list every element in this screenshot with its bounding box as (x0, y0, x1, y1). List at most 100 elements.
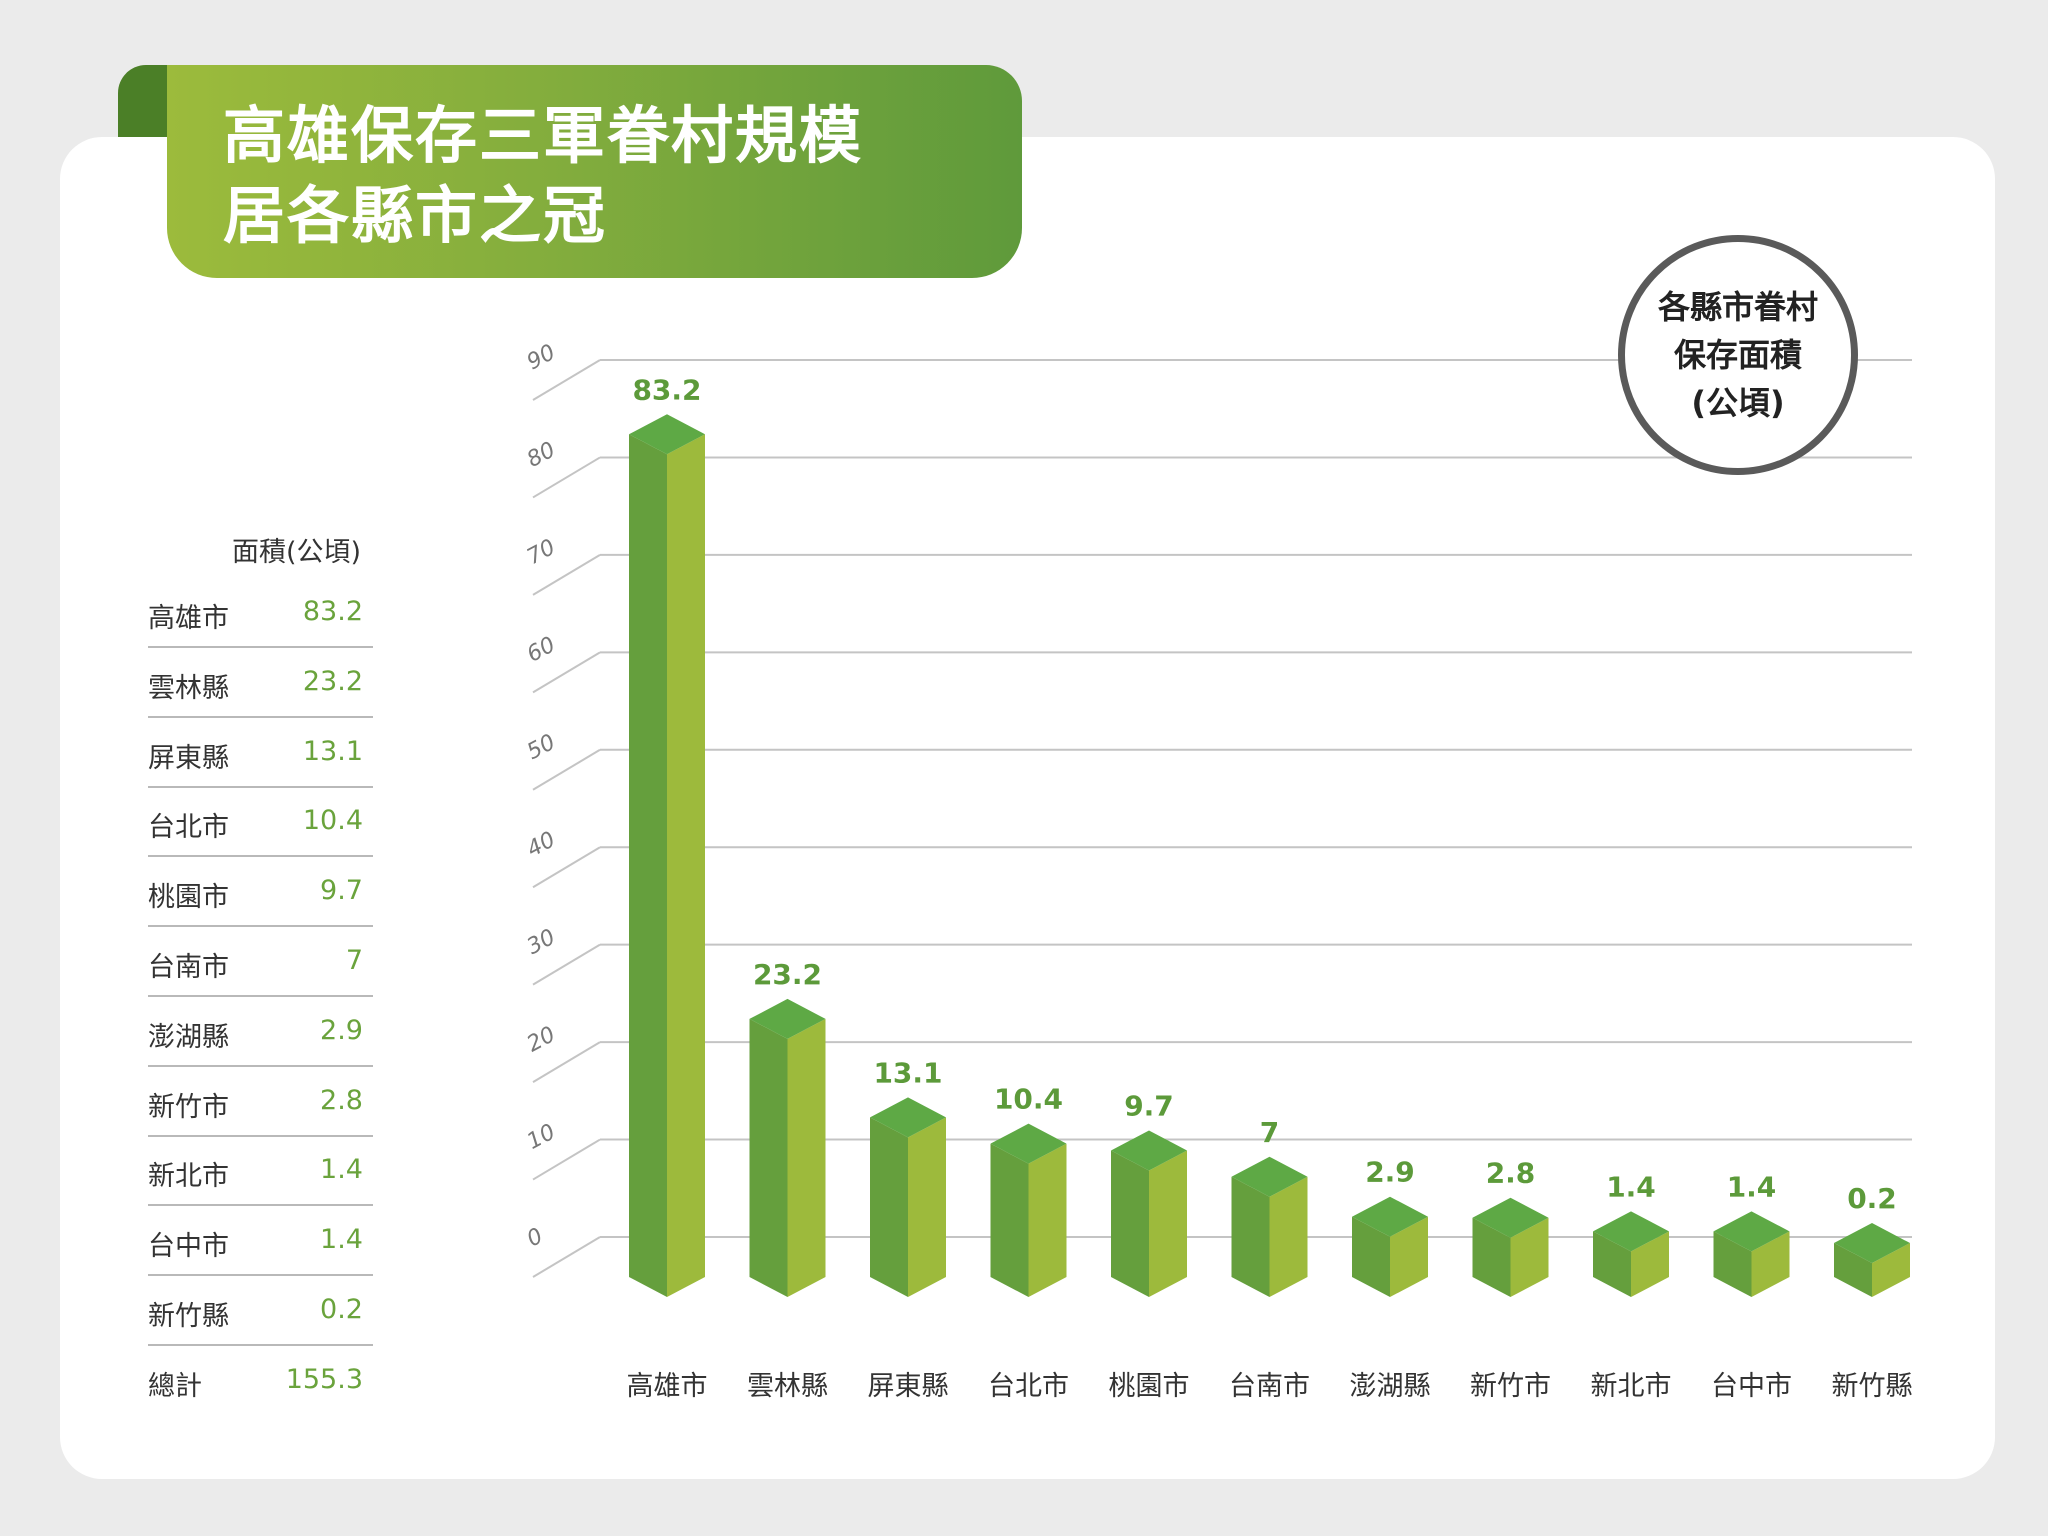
table-row: 新北市 1.4 (148, 1136, 373, 1207)
x-category-label: 台南市 (1229, 1371, 1310, 1402)
bar-front-face (749, 1018, 788, 1297)
title-banner: 高雄保存三軍眷村規模 居各縣市之冠 (167, 65, 1022, 278)
bar-front-face (1593, 1231, 1631, 1297)
bar-side-face (1510, 1217, 1549, 1297)
table-row-name: 台中市 (148, 1231, 229, 1263)
bar-top-face (1472, 1197, 1549, 1238)
x-category-label: 新竹縣 (1832, 1371, 1913, 1402)
bar-data-label: 2.8 (1486, 1157, 1536, 1190)
bar-top-face (629, 414, 705, 455)
badge-line-1: 各縣市眷村 (1657, 288, 1818, 326)
y-tick-label: 70 (523, 535, 559, 570)
bar-side-face (908, 1117, 946, 1297)
table-row: 屏東縣 13.1 (148, 718, 373, 788)
table-row-divider (148, 715, 373, 718)
bar-data-label: 9.7 (1124, 1089, 1174, 1122)
y-tick-label: 10 (523, 1120, 559, 1155)
bar-data-label: 13.1 (873, 1056, 942, 1089)
table-row-name: 屏東縣 (148, 742, 229, 774)
table-row-name: 台北市 (148, 812, 229, 844)
table-row-value: 0.2 (320, 1294, 363, 1325)
table-row-name: 台南市 (148, 952, 229, 983)
bar-data-label: 1.4 (1727, 1170, 1777, 1203)
bar-top-face (1713, 1211, 1790, 1252)
bar-front-face (870, 1117, 908, 1297)
table-row-divider (148, 646, 373, 648)
table-row-divider (148, 785, 373, 788)
table-row-divider (148, 995, 373, 997)
table-row-name: 桃園市 (148, 882, 229, 914)
gridline-diagonal (532, 456, 601, 499)
gridline-diagonal (532, 359, 601, 401)
table-row: 雲林縣 23.2 (148, 648, 373, 718)
badge-line-3: (公頃) (1691, 384, 1785, 422)
bar-side-face (1028, 1143, 1067, 1297)
table-row-name: 新竹縣 (148, 1301, 229, 1332)
bar-top-face (990, 1123, 1067, 1164)
badge-line-2: 保存面積 (1673, 336, 1802, 374)
table-row: 澎湖縣 2.9 (148, 997, 373, 1067)
bar-top-face (1111, 1130, 1187, 1171)
bar-side-face (1751, 1231, 1790, 1297)
bar-front-face (1834, 1243, 1872, 1297)
x-category-label: 屏東縣 (868, 1371, 949, 1402)
table-row-value: 7 (345, 945, 363, 976)
bar-side-face (1149, 1150, 1187, 1297)
bar-data-label: 7 (1260, 1116, 1279, 1149)
bar-data-label: 23.2 (753, 958, 822, 991)
table-row-name: 高雄市 (148, 603, 229, 634)
bar-top-face (1231, 1156, 1308, 1197)
y-tick-label: 50 (523, 730, 559, 765)
table-row-value: 83.2 (302, 596, 363, 627)
x-category-label: 台北市 (988, 1371, 1069, 1402)
y-tick-label: 20 (523, 1022, 559, 1057)
page-title-line-1: 高雄保存三軍眷村規模 (223, 99, 864, 172)
bar-front-face (1111, 1150, 1149, 1297)
bar-side-face (787, 1018, 826, 1297)
table-row-value: 2.8 (320, 1084, 363, 1116)
y-tick-label: 40 (523, 827, 559, 862)
table-row-name: 雲林縣 (148, 672, 229, 704)
table-row-value: 155.3 (285, 1363, 363, 1395)
table-row-value: 1.4 (320, 1154, 363, 1186)
table-row-value: 9.7 (320, 875, 363, 907)
table-row-divider (148, 1204, 373, 1207)
bar-data-label: 0.2 (1847, 1182, 1897, 1215)
gridline-diagonal (532, 554, 601, 596)
bar-side-face (1872, 1243, 1910, 1297)
table-row-name: 總計 (148, 1370, 202, 1402)
bar-front-face (990, 1143, 1029, 1297)
table-row: 台北市 10.4 (148, 787, 373, 858)
gridline-diagonal (532, 748, 601, 791)
bar-side-face (1631, 1231, 1669, 1297)
table-row: 新竹市 2.8 (148, 1067, 373, 1137)
table-row-value: 2.9 (320, 1014, 363, 1046)
bar-top-face (1352, 1196, 1428, 1237)
bar-front-face (1472, 1217, 1511, 1297)
table-row: 高雄市 83.2 (148, 578, 373, 648)
x-category-label: 新竹市 (1470, 1371, 1551, 1402)
y-tick-label: 90 (523, 340, 559, 375)
gridline-diagonal (532, 1041, 601, 1083)
page-title-line-2: 居各縣市之冠 (223, 179, 608, 252)
bar-top-face (1593, 1211, 1669, 1252)
chart-legend-badge: 各縣市眷村 保存面積 (公頃) (1618, 235, 1858, 475)
x-category-label: 台中市 (1711, 1371, 1792, 1402)
y-tick-label: 0 (523, 1224, 547, 1253)
bar-data-label: 1.4 (1606, 1170, 1656, 1203)
gridline-diagonal (532, 1138, 601, 1181)
table-row: 桃園市 9.7 (148, 857, 373, 928)
table-row-divider (148, 1274, 373, 1277)
bar-front-face (1231, 1176, 1270, 1297)
bar-top-face (749, 998, 826, 1039)
x-category-label: 高雄市 (627, 1371, 708, 1402)
table-row-divider (148, 1134, 373, 1137)
bar-front-face (629, 434, 667, 1297)
bar-side-face (1390, 1216, 1428, 1297)
table-row-value: 10.4 (302, 805, 363, 837)
table-row: 台南市 7 (148, 927, 373, 997)
x-category-label: 雲林縣 (747, 1371, 828, 1402)
bar-front-face (1352, 1216, 1390, 1297)
y-tick-label: 60 (523, 632, 559, 667)
table-total-row: 總計 155.3 (148, 1346, 373, 1416)
